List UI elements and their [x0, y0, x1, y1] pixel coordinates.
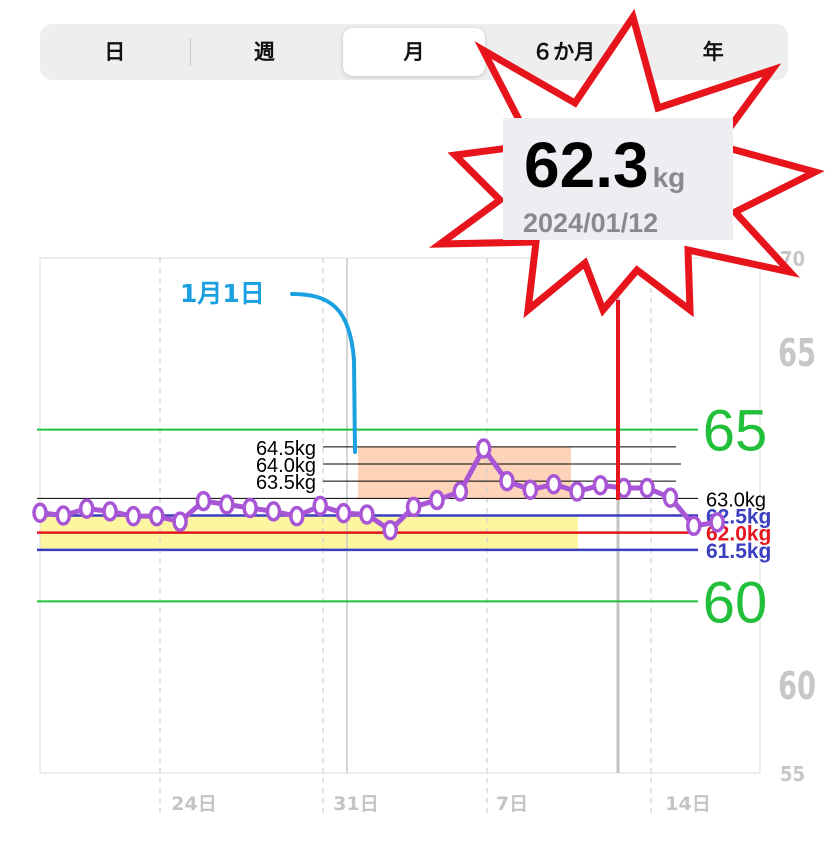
y-tick-gray-55: 55: [780, 762, 805, 786]
callout-weight-unit: kg: [653, 162, 686, 193]
data-point: [429, 489, 445, 511]
data-point: [662, 487, 679, 508]
ref-label-63-0kg: 63.0kg: [706, 489, 766, 511]
ref-label-61-5kg: 61.5kg: [706, 540, 771, 563]
data-point: [545, 474, 562, 495]
data-point: [55, 505, 72, 526]
data-point: [125, 505, 142, 527]
data-point: [219, 494, 235, 515]
data-point: [78, 498, 95, 519]
data-point: [499, 470, 515, 492]
segment-4[interactable]: 年: [702, 40, 724, 64]
x-tick-3: 14日: [665, 793, 710, 815]
data-point: [242, 497, 258, 519]
data-point: [382, 520, 398, 541]
ref-label-63-5kg: 63.5kg: [256, 472, 316, 494]
data-point: [359, 504, 375, 525]
callout-panel: [503, 118, 733, 240]
x-tick-1: 31日: [333, 793, 378, 815]
segment-divider: [189, 38, 191, 66]
data-point: [569, 481, 585, 502]
segment-2[interactable]: 月: [343, 28, 485, 76]
callout-date: 2024/01/12: [523, 208, 658, 238]
data-point: [592, 475, 609, 496]
data-point: [312, 495, 328, 517]
data-point: [149, 505, 165, 527]
y-tick-gray-65: 65: [778, 332, 816, 376]
data-point: [265, 501, 282, 522]
segment-3[interactable]: ６か月: [532, 40, 596, 64]
y-tick-gray-60: 60: [778, 665, 816, 709]
data-point: [639, 477, 655, 499]
data-point: [405, 496, 422, 518]
callout-value: 62.3 kg: [524, 129, 685, 201]
new-year-label: 1月1日: [180, 279, 265, 308]
ref-label-64-5kg: 64.5kg: [256, 438, 316, 460]
new-year-pointer: [290, 292, 357, 454]
segment-0[interactable]: 日: [104, 40, 126, 64]
data-point: [102, 501, 118, 522]
ref-label-64-0kg: 64.0kg: [256, 455, 316, 477]
segment-1[interactable]: 週: [253, 40, 275, 64]
ref-label-60: 60: [703, 570, 768, 635]
data-point: [289, 505, 305, 527]
data-point: [709, 512, 725, 533]
data-point: [32, 502, 48, 524]
data-point: [686, 515, 702, 537]
x-tick-0: 24日: [171, 793, 216, 815]
x-tick-2: 7日: [496, 793, 528, 815]
data-point: [522, 479, 539, 500]
ref-label-65: 65: [703, 399, 768, 464]
data-point: [172, 511, 188, 532]
data-point: [475, 438, 492, 459]
data-point: [335, 502, 352, 524]
callout-weight-value: 62.3: [524, 129, 649, 201]
data-point: [452, 481, 469, 502]
period-segmented-control: 日 週 月 ６か月 年: [40, 24, 788, 80]
data-point: [195, 490, 212, 512]
